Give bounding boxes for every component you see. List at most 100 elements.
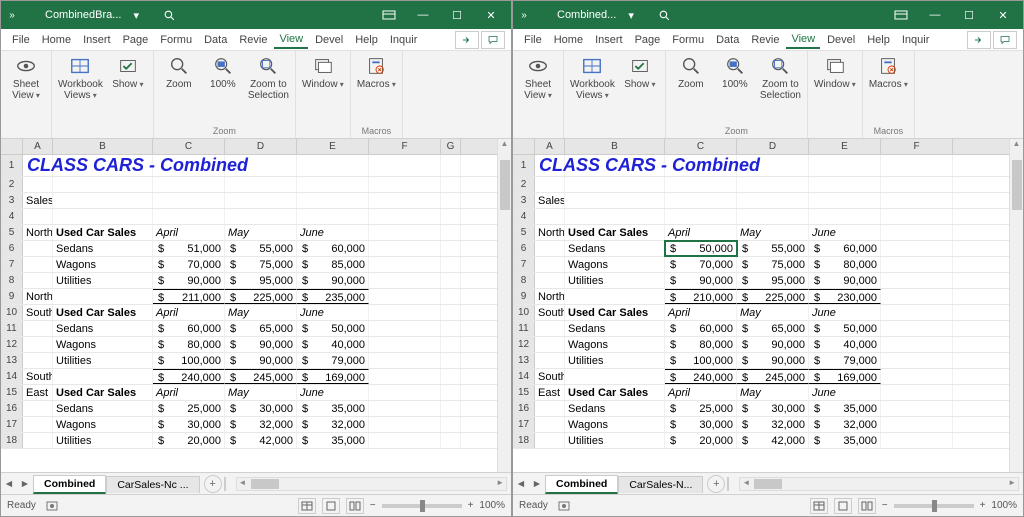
page-break-icon[interactable] bbox=[858, 498, 876, 514]
cell-G8[interactable] bbox=[441, 273, 461, 288]
cell-F7[interactable] bbox=[369, 257, 441, 272]
ribbon-window[interactable]: Window bbox=[302, 55, 344, 90]
row-header-15[interactable]: 15 bbox=[1, 385, 23, 400]
ribbon-zoom-to[interactable]: Zoom toSelection bbox=[248, 55, 289, 101]
cell-E11[interactable]: $50,000 bbox=[297, 321, 369, 336]
col-header-A[interactable]: A bbox=[23, 139, 53, 154]
cell-G6[interactable] bbox=[441, 241, 461, 256]
cell-E7[interactable]: $85,000 bbox=[297, 257, 369, 272]
col-header-B[interactable]: B bbox=[565, 139, 665, 154]
cell-B11[interactable]: Sedans bbox=[565, 321, 665, 336]
cell-F16[interactable] bbox=[369, 401, 441, 416]
cell-B10[interactable]: Used Car Sales bbox=[53, 305, 153, 320]
row-header-2[interactable]: 2 bbox=[513, 177, 535, 192]
cell-C11[interactable]: $60,000 bbox=[665, 321, 737, 336]
cell-E6[interactable]: $60,000 bbox=[809, 241, 881, 256]
cell-F4[interactable] bbox=[369, 209, 441, 224]
cell-A12[interactable] bbox=[23, 337, 53, 352]
share-icon[interactable] bbox=[455, 31, 479, 49]
cell-B14[interactable] bbox=[53, 369, 153, 384]
cell-C9[interactable]: $211,000 bbox=[153, 289, 225, 304]
col-header-C[interactable]: C bbox=[153, 139, 225, 154]
cell-B4[interactable] bbox=[565, 209, 665, 224]
cell-C14[interactable]: $240,000 bbox=[153, 369, 225, 384]
tab-combined[interactable]: Combined bbox=[33, 475, 106, 494]
cell-A17[interactable] bbox=[535, 417, 565, 432]
tab-carsales[interactable]: CarSales-N... bbox=[618, 476, 703, 493]
grid[interactable]: CLASS CARS - Combined 1 2 3Sales Figures… bbox=[513, 155, 1009, 472]
cell-F9[interactable] bbox=[881, 289, 953, 304]
cell-D13[interactable]: $90,000 bbox=[737, 353, 809, 368]
menu-home[interactable]: Home bbox=[549, 32, 588, 48]
cell-G11[interactable] bbox=[441, 321, 461, 336]
row-header-10[interactable]: 10 bbox=[1, 305, 23, 320]
zoom-in-button[interactable]: + bbox=[468, 500, 474, 511]
page-break-icon[interactable] bbox=[346, 498, 364, 514]
cell-F17[interactable] bbox=[369, 417, 441, 432]
cell-C13[interactable]: $100,000 bbox=[665, 353, 737, 368]
cell-B11[interactable]: Sedans bbox=[53, 321, 153, 336]
row-header-1[interactable]: 1 bbox=[513, 155, 535, 176]
zoom-level[interactable]: 100% bbox=[479, 500, 505, 511]
chevron-right-icon[interactable]: » bbox=[5, 8, 19, 22]
cell-G12[interactable] bbox=[441, 337, 461, 352]
menu-inquir[interactable]: Inquir bbox=[385, 32, 423, 48]
ribbon-100%[interactable]: 100% bbox=[204, 55, 242, 90]
cell-B8[interactable]: Utilities bbox=[53, 273, 153, 288]
cell-D15[interactable]: May bbox=[225, 385, 297, 400]
cell-F10[interactable] bbox=[881, 305, 953, 320]
cell-F18[interactable] bbox=[369, 433, 441, 448]
cell-C15[interactable]: April bbox=[153, 385, 225, 400]
cell-D12[interactable]: $90,000 bbox=[225, 337, 297, 352]
search-icon[interactable] bbox=[658, 8, 672, 22]
cell-C6[interactable]: $50,000 bbox=[665, 241, 737, 256]
zoom-level[interactable]: 100% bbox=[991, 500, 1017, 511]
cell-D2[interactable] bbox=[225, 177, 297, 192]
menu-formu[interactable]: Formu bbox=[155, 32, 197, 48]
vertical-scrollbar[interactable]: ▲ bbox=[497, 139, 511, 472]
menu-home[interactable]: Home bbox=[37, 32, 76, 48]
row-header-2[interactable]: 2 bbox=[1, 177, 23, 192]
cell-F11[interactable] bbox=[881, 321, 953, 336]
col-header-F[interactable]: F bbox=[369, 139, 441, 154]
menu-formu[interactable]: Formu bbox=[667, 32, 709, 48]
cell-C10[interactable]: April bbox=[153, 305, 225, 320]
row-header-16[interactable]: 16 bbox=[1, 401, 23, 416]
cell-B18[interactable]: Utilities bbox=[565, 433, 665, 448]
row-header-8[interactable]: 8 bbox=[513, 273, 535, 288]
cell-D10[interactable]: May bbox=[225, 305, 297, 320]
tab-prev-icon[interactable]: ◄ bbox=[1, 478, 17, 490]
cell-F10[interactable] bbox=[369, 305, 441, 320]
ribbon-show[interactable]: Show bbox=[109, 55, 147, 90]
cell-F16[interactable] bbox=[881, 401, 953, 416]
ribbon-sheet[interactable]: SheetView bbox=[7, 55, 45, 101]
page-layout-icon[interactable] bbox=[834, 498, 852, 514]
select-all-corner[interactable] bbox=[513, 139, 535, 154]
cell-F7[interactable] bbox=[881, 257, 953, 272]
cell-C7[interactable]: $70,000 bbox=[153, 257, 225, 272]
cell-D6[interactable]: $55,000 bbox=[225, 241, 297, 256]
col-header-E[interactable]: E bbox=[297, 139, 369, 154]
cell-A3[interactable]: Sales Figures to June bbox=[535, 193, 565, 208]
cell-B16[interactable]: Sedans bbox=[53, 401, 153, 416]
menu-devel[interactable]: Devel bbox=[310, 32, 348, 48]
cell-F14[interactable] bbox=[369, 369, 441, 384]
cell-A8[interactable] bbox=[535, 273, 565, 288]
menu-view[interactable]: View bbox=[274, 31, 308, 49]
cell-B10[interactable]: Used Car Sales bbox=[565, 305, 665, 320]
grid[interactable]: CLASS CARS - Combined 1 2 3Sales Figures… bbox=[1, 155, 497, 472]
cell-E6[interactable]: $60,000 bbox=[297, 241, 369, 256]
cell-D16[interactable]: $30,000 bbox=[225, 401, 297, 416]
cell-C12[interactable]: $80,000 bbox=[665, 337, 737, 352]
minimize-button[interactable]: — bbox=[919, 3, 951, 27]
cell-F1[interactable] bbox=[369, 155, 441, 176]
row-header-12[interactable]: 12 bbox=[513, 337, 535, 352]
cell-A13[interactable] bbox=[23, 353, 53, 368]
zoom-out-button[interactable]: − bbox=[370, 500, 376, 511]
col-header-D[interactable]: D bbox=[225, 139, 297, 154]
cell-D13[interactable]: $90,000 bbox=[225, 353, 297, 368]
row-header-11[interactable]: 11 bbox=[513, 321, 535, 336]
zoom-in-button[interactable]: + bbox=[980, 500, 986, 511]
maximize-button[interactable]: ☐ bbox=[441, 3, 473, 27]
cell-F13[interactable] bbox=[369, 353, 441, 368]
